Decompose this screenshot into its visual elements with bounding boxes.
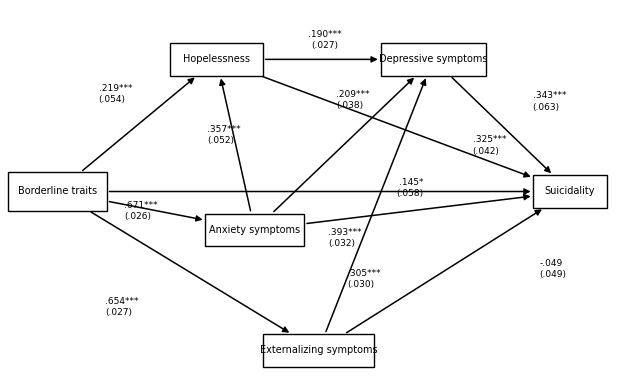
Text: Hopelessness: Hopelessness [183, 54, 250, 64]
Text: .190***
(.027): .190*** (.027) [308, 30, 341, 50]
Text: Borderline traits: Borderline traits [18, 187, 97, 196]
Text: Externalizing symptoms: Externalizing symptoms [260, 345, 377, 355]
Text: Depressive symptoms: Depressive symptoms [379, 54, 487, 64]
Text: Suicidality: Suicidality [545, 187, 596, 196]
FancyBboxPatch shape [171, 43, 263, 75]
FancyBboxPatch shape [263, 334, 374, 367]
Text: .654***
(.027): .654*** (.027) [105, 297, 139, 317]
FancyBboxPatch shape [381, 43, 486, 75]
Text: .209***
(.038): .209*** (.038) [336, 90, 370, 110]
Text: .325***
(.042): .325*** (.042) [473, 136, 506, 155]
FancyBboxPatch shape [8, 172, 106, 211]
Text: .219***
(.054): .219*** (.054) [99, 84, 132, 104]
Text: .305***
(.030): .305*** (.030) [347, 269, 381, 289]
Text: .671***
(.026): .671*** (.026) [124, 201, 158, 221]
Text: -.049
(.049): -.049 (.049) [540, 259, 566, 279]
FancyBboxPatch shape [534, 175, 607, 208]
Text: .145*
(.058): .145* (.058) [396, 178, 424, 198]
FancyBboxPatch shape [205, 213, 304, 246]
Text: .343***
(.063): .343*** (.063) [533, 92, 566, 111]
Text: Anxiety symptoms: Anxiety symptoms [209, 225, 301, 235]
Text: .357***
(.052): .357*** (.052) [207, 125, 241, 145]
Text: .393***
(.032): .393*** (.032) [328, 228, 362, 248]
